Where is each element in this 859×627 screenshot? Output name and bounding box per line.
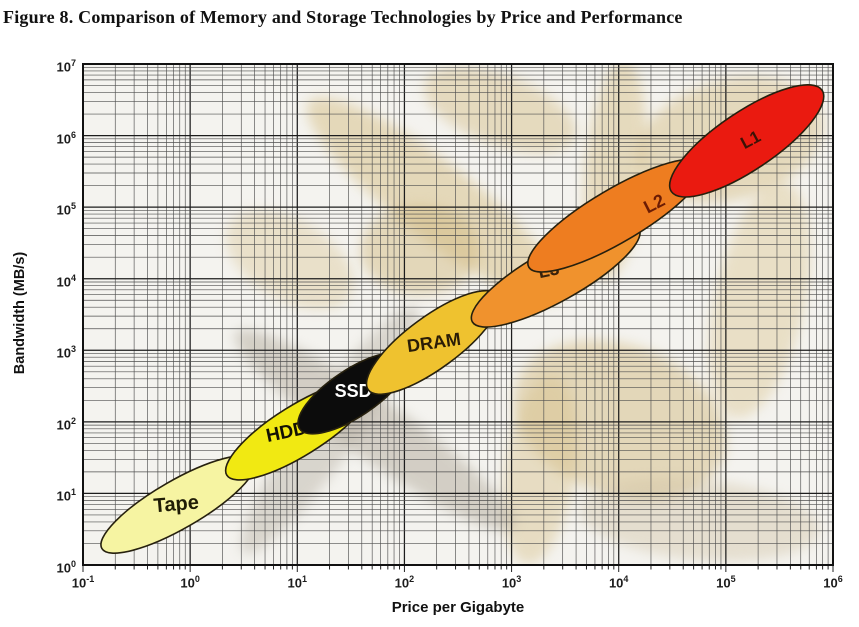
technology-ellipses: TapeHDDSSDDRAML3L2L1	[100, 84, 825, 554]
y-tick-label-10e0: 100	[56, 559, 76, 576]
figure-title: Figure 8. Comparison of Memory and Stora…	[3, 7, 683, 27]
y-tick-label-10e7: 107	[56, 58, 76, 75]
y-tick-label-10e6: 106	[56, 129, 76, 146]
x-tick-label-10e5: 105	[716, 574, 736, 591]
label-tape: Tape	[153, 491, 200, 517]
y-tick-label-10e5: 105	[56, 201, 76, 218]
x-tick-label-10e1: 101	[287, 574, 308, 591]
y-tick-label-10e3: 103	[56, 344, 76, 361]
x-tick-label-10e-1: 10-1	[71, 574, 95, 591]
x-tick-label-10e6: 106	[823, 574, 843, 591]
x-axis-ticks	[82, 565, 834, 572]
x-tick-label-10e4: 104	[608, 574, 629, 591]
x-tick-label-10e2: 102	[394, 574, 415, 591]
x-tick-label-10e0: 100	[180, 574, 200, 591]
y-tick-label-10e4: 104	[56, 272, 76, 290]
label-ssd: SSD	[335, 381, 372, 401]
y-tick-label-10e1: 101	[56, 487, 76, 504]
x-axis-title: Price per Gigabyte	[391, 599, 525, 616]
x-tick-label-10e3: 103	[501, 574, 522, 591]
plot-border	[82, 63, 834, 566]
y-tick-label-10e2: 102	[56, 415, 76, 433]
y-axis-title: Bandwidth (MB/s)	[12, 251, 28, 375]
ellipse-l1	[668, 84, 825, 198]
